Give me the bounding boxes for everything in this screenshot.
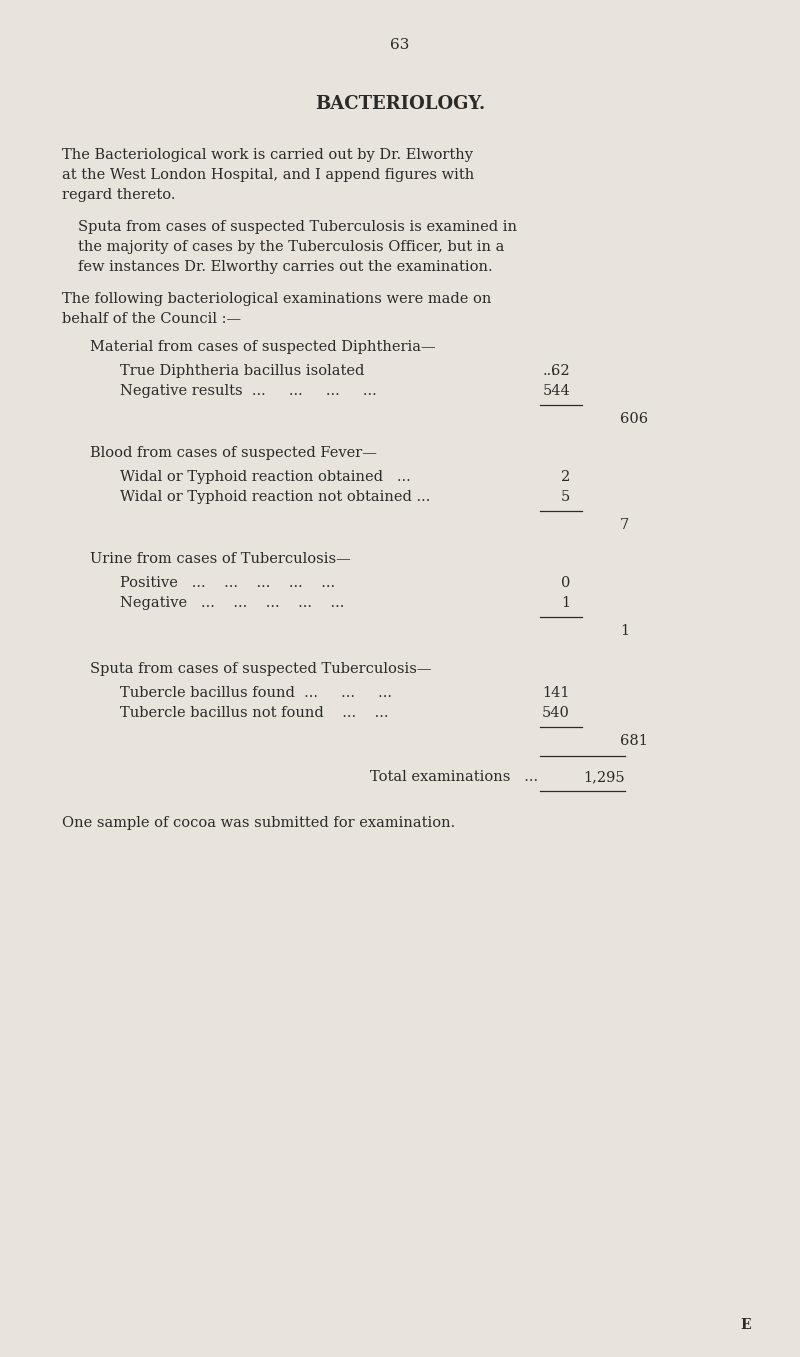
Text: 681: 681: [620, 734, 648, 748]
Text: Total examinations   ...: Total examinations ...: [370, 769, 538, 784]
Text: Tubercle bacillus not found    ...    ...: Tubercle bacillus not found ... ...: [120, 706, 389, 721]
Text: Tubercle bacillus found  ...     ...     ...: Tubercle bacillus found ... ... ...: [120, 687, 392, 700]
Text: 544: 544: [542, 384, 570, 398]
Text: 7: 7: [620, 518, 630, 532]
Text: behalf of the Council :—: behalf of the Council :—: [62, 312, 241, 326]
Text: The following bacteriological examinations were made on: The following bacteriological examinatio…: [62, 292, 491, 305]
Text: Widal or Typhoid reaction not obtained ...: Widal or Typhoid reaction not obtained .…: [120, 490, 430, 503]
Text: Material from cases of suspected Diphtheria—: Material from cases of suspected Diphthe…: [90, 341, 436, 354]
Text: 606: 606: [620, 413, 648, 426]
Text: One sample of cocoa was submitted for examination.: One sample of cocoa was submitted for ex…: [62, 816, 455, 830]
Text: Sputa from cases of suspected Tuberculosis is examined in: Sputa from cases of suspected Tuberculos…: [78, 220, 517, 233]
Text: 62: 62: [551, 364, 570, 379]
Text: Negative   ...    ...    ...    ...    ...: Negative ... ... ... ... ...: [120, 596, 344, 611]
Text: ...: ...: [543, 364, 557, 379]
Text: 63: 63: [390, 38, 410, 52]
Text: 5: 5: [561, 490, 570, 503]
Text: 1,295: 1,295: [583, 769, 625, 784]
Text: regard thereto.: regard thereto.: [62, 189, 175, 202]
Text: 2: 2: [561, 470, 570, 484]
Text: Blood from cases of suspected Fever—: Blood from cases of suspected Fever—: [90, 446, 377, 460]
Text: at the West London Hospital, and I append figures with: at the West London Hospital, and I appen…: [62, 168, 474, 182]
Text: 1: 1: [620, 624, 629, 638]
Text: few instances Dr. Elworthy carries out the examination.: few instances Dr. Elworthy carries out t…: [78, 261, 493, 274]
Text: 141: 141: [542, 687, 570, 700]
Text: 0: 0: [561, 575, 570, 590]
Text: Widal or Typhoid reaction obtained   ...: Widal or Typhoid reaction obtained ...: [120, 470, 410, 484]
Text: Sputa from cases of suspected Tuberculosis—: Sputa from cases of suspected Tuberculos…: [90, 662, 431, 676]
Text: The Bacteriological work is carried out by Dr. Elworthy: The Bacteriological work is carried out …: [62, 148, 473, 161]
Text: E: E: [740, 1318, 750, 1333]
Text: Negative results  ...     ...     ...     ...: Negative results ... ... ... ...: [120, 384, 377, 398]
Text: True Diphtheria bacillus isolated: True Diphtheria bacillus isolated: [120, 364, 364, 379]
Text: the majority of cases by the Tuberculosis Officer, but in a: the majority of cases by the Tuberculosi…: [78, 240, 504, 254]
Text: Urine from cases of Tuberculosis—: Urine from cases of Tuberculosis—: [90, 552, 350, 566]
Text: 1: 1: [561, 596, 570, 611]
Text: Positive   ...    ...    ...    ...    ...: Positive ... ... ... ... ...: [120, 575, 335, 590]
Text: BACTERIOLOGY.: BACTERIOLOGY.: [315, 95, 485, 113]
Text: 540: 540: [542, 706, 570, 721]
